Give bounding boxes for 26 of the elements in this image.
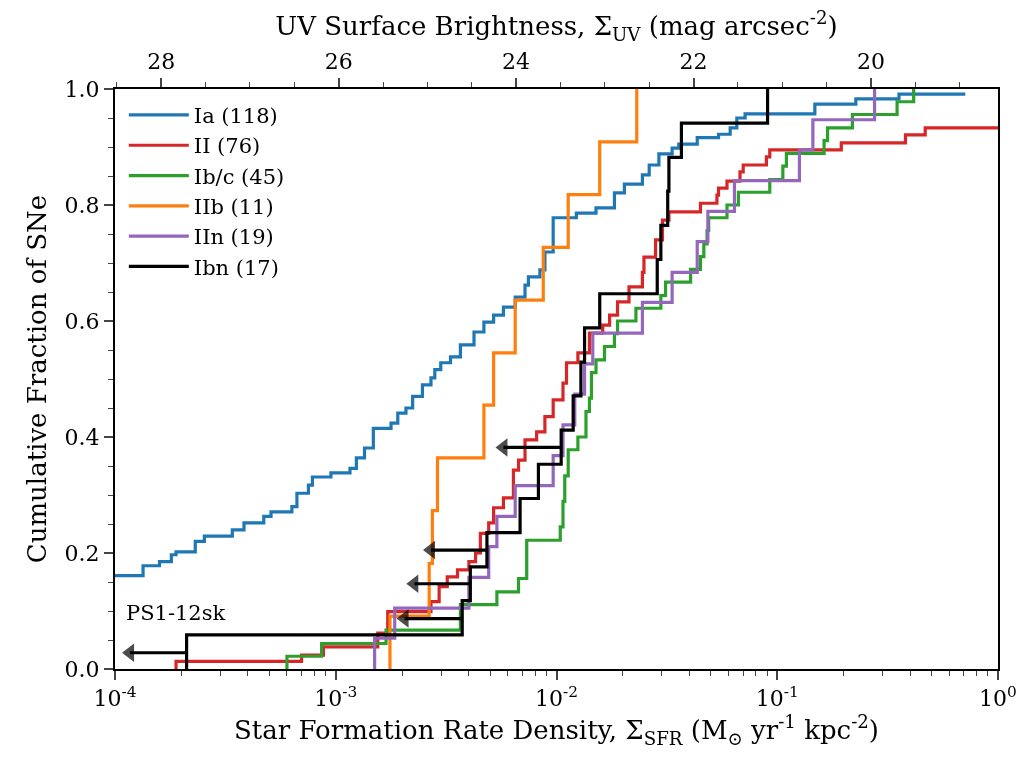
y-tick-label: 0.4 <box>64 424 100 450</box>
x-tick-label: 10$^{0}$ <box>979 683 1017 712</box>
legend-label: Ibn (17) <box>193 255 279 280</box>
legend-label: IIn (19) <box>193 225 274 250</box>
annotation: PS1-12sk <box>126 601 226 625</box>
y-tick-label: 1.0 <box>64 76 100 102</box>
y-tick-label: 0.2 <box>64 540 100 566</box>
x2-tick-label: 22 <box>679 49 708 75</box>
legend-label: Ib/c (45) <box>193 164 285 189</box>
legend-label: IIb (11) <box>193 195 274 220</box>
legend-label: Ia (118) <box>193 104 278 129</box>
y-tick-label: 0.6 <box>64 308 100 334</box>
y-axis-title: Cumulative Fraction of SNe <box>22 194 53 564</box>
x-tick-label: 10$^{-4}$ <box>93 683 137 712</box>
x2-tick-label: 20 <box>857 49 886 75</box>
text: Star Formation Rate Density, Σ$_{SFR}$ (M$_{⊙}$ yr$^{-1}$ kpc$^{-2}$) <box>233 711 880 749</box>
legend-label: II (76) <box>193 134 261 159</box>
x2-tick-label: 24 <box>502 49 531 75</box>
x2-tick-label: 26 <box>324 49 353 75</box>
x-tick-label: 10$^{-2}$ <box>535 683 578 712</box>
x2-tick-label: 28 <box>147 49 176 75</box>
x2-axis-title: UV Surface Brightness, Σ$_{UV}$ (mag arcsec$^{-2}$) <box>275 7 838 45</box>
x-tick-label: 10$^{-1}$ <box>755 683 799 712</box>
y-tick-label: 0.8 <box>64 192 100 218</box>
y-tick-label: 0.0 <box>64 656 100 682</box>
x-tick-label: 10$^{-3}$ <box>314 683 358 712</box>
